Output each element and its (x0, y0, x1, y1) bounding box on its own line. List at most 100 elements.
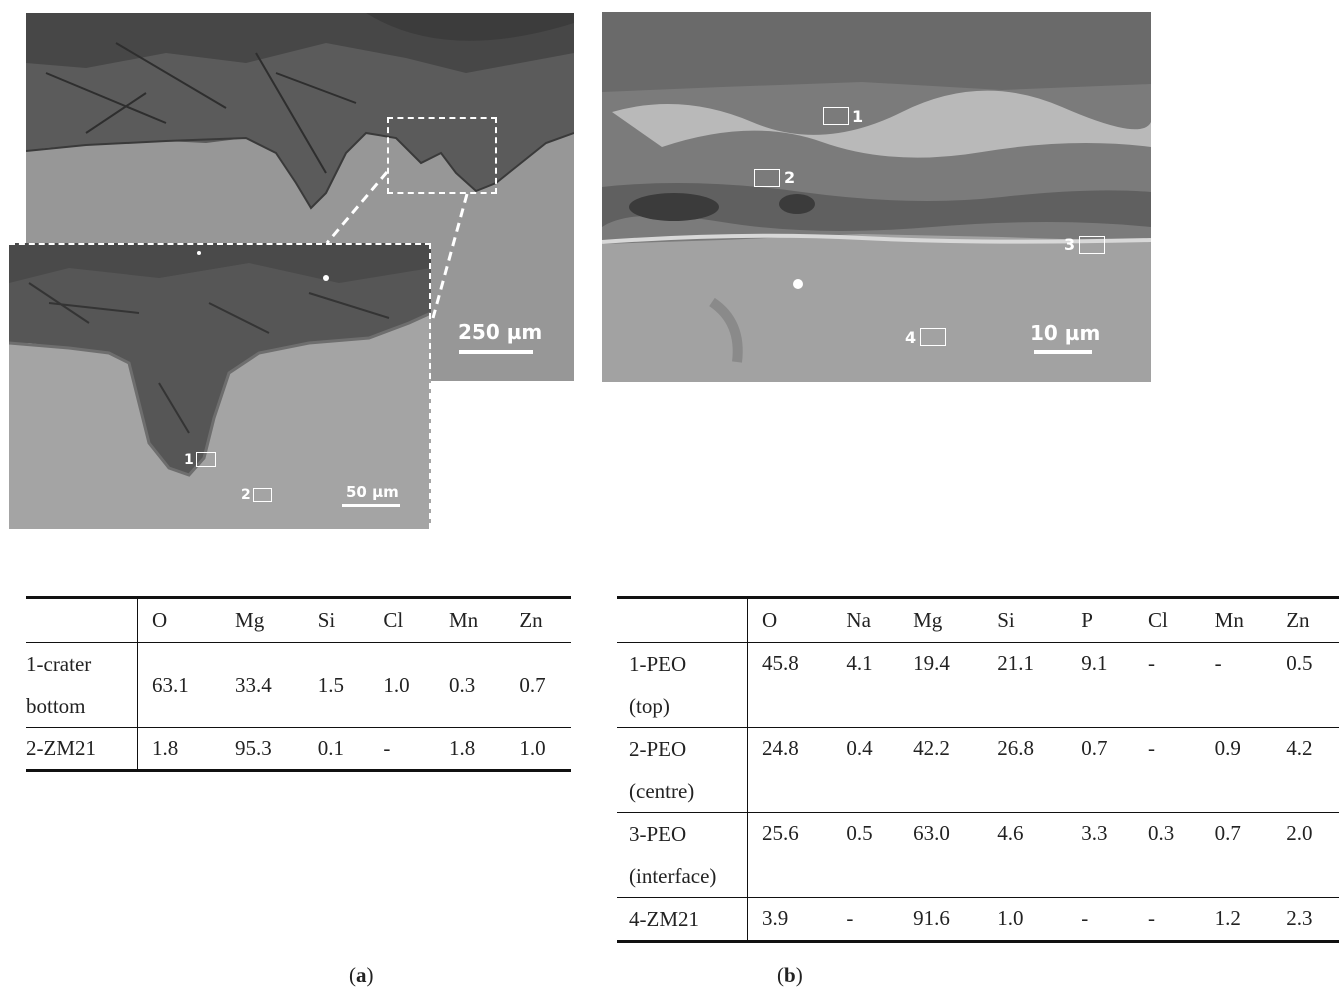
table-cell: 2.3 (1286, 906, 1313, 930)
eds-table-b: O Na Mg Si P Cl Mn Zn 1-PEO (top) 45.8 4… (617, 596, 1339, 943)
table-cell: - (1214, 651, 1222, 675)
table-cell: 25.6 (762, 821, 799, 845)
table-cell: 33.4 (235, 672, 272, 697)
table-cell: - (1147, 906, 1155, 930)
row-label-line2: (centre) (629, 779, 695, 803)
table-cell: 91.6 (913, 906, 950, 930)
table-cell: 1.0 (997, 906, 1024, 930)
table-cell: 63.1 (152, 672, 189, 697)
column-header: O (762, 608, 778, 632)
table-row: 1-crater bottom 63.1 33.4 1.5 1.0 0.3 0.… (26, 642, 571, 728)
table-cell: - (846, 906, 854, 930)
table-cell: 0.9 (1214, 736, 1241, 760)
eds-table-a: O Mg Si Cl Mn Zn 1-crater bottom 63.1 33… (26, 596, 571, 772)
column-header: Cl (1147, 608, 1168, 632)
sem-micrograph-b (602, 12, 1151, 382)
table-cell: 24.8 (762, 736, 799, 760)
table-b-corner (617, 597, 748, 643)
row-label: 1-PEO (top) (617, 642, 748, 728)
table-row: 2-PEO (centre) 24.8 0.4 42.2 26.8 0.7 - … (617, 727, 1339, 813)
table-cell: 0.3 (448, 672, 476, 697)
table-cell: - (1081, 906, 1089, 930)
caption-b: (b) (777, 963, 803, 987)
table-cell: 21.1 (997, 651, 1034, 675)
table-cell: 9.1 (1081, 651, 1108, 675)
table-cell: 1.0 (383, 672, 410, 697)
column-header: Si (317, 608, 336, 632)
table-cell: 63.0 (913, 821, 950, 845)
table-cell: 0.7 (1214, 821, 1241, 845)
table-a-header-row: O Mg Si Cl Mn Zn (26, 597, 571, 643)
table-cell: 19.4 (913, 651, 950, 675)
column-header: P (1081, 608, 1093, 632)
table-cell: 3.3 (1081, 821, 1108, 845)
row-label: 2-PEO (centre) (617, 727, 748, 813)
column-header: Mg (235, 608, 265, 632)
table-cell: 4.2 (1286, 736, 1313, 760)
table-cell: 95.3 (235, 736, 272, 760)
table-cell: 4.1 (846, 651, 873, 675)
scale-label-50: 50 µm (346, 483, 399, 501)
table-row: 1-PEO (top) 45.8 4.1 19.4 21.1 9.1 - - 0… (617, 642, 1339, 728)
spot-label-b3: 3 (1064, 235, 1076, 254)
table-cell: 1.5 (317, 672, 344, 697)
row-label-line2: (interface) (629, 864, 717, 888)
spot-box-a2 (253, 488, 272, 502)
table-cell: 0.7 (1081, 736, 1108, 760)
scale-bar-250 (459, 350, 533, 354)
column-header: Mg (913, 608, 943, 632)
row-label: 1-crater bottom (26, 642, 138, 728)
spot-box-b3 (1079, 236, 1105, 254)
column-header: O (152, 608, 168, 632)
spot-label-a1: 1 (184, 452, 194, 468)
table-row: 4-ZM21 3.9 - 91.6 1.0 - - 1.2 2.3 (617, 897, 1339, 942)
column-header: Cl (383, 608, 404, 632)
spot-label-b1: 1 (852, 107, 864, 126)
row-label-line2: (top) (629, 694, 670, 718)
column-header: Zn (519, 608, 543, 632)
table-b-header-row: O Na Mg Si P Cl Mn Zn (617, 597, 1339, 643)
column-header: Na (846, 608, 871, 632)
table-a-corner (26, 597, 138, 643)
table-cell: 45.8 (762, 651, 799, 675)
row-label-line1: 2-PEO (629, 737, 687, 761)
column-header: Mn (1214, 608, 1244, 632)
inset-border (9, 243, 431, 529)
table-row: 2-ZM21 1.8 95.3 0.1 - 1.8 1.0 (26, 727, 571, 771)
table-cell: 26.8 (997, 736, 1034, 760)
table-cell: 3.9 (762, 906, 789, 930)
column-header: Zn (1286, 608, 1310, 632)
spot-box-b1 (823, 107, 849, 125)
caption-b-letter: b (784, 963, 796, 987)
zoom-region-box (387, 117, 497, 194)
row-label-line1: 1-crater (26, 652, 92, 676)
sem-micrograph-a-inset (9, 243, 431, 529)
table-cell: 1.0 (519, 736, 546, 760)
row-label: 4-ZM21 (617, 897, 748, 942)
column-header: Si (997, 608, 1015, 632)
spot-label-b4: 4 (905, 328, 917, 347)
scale-label-10: 10 µm (1030, 321, 1101, 345)
row-label-line2: bottom (26, 694, 86, 718)
table-cell: 42.2 (913, 736, 950, 760)
row-label: 2-ZM21 (26, 727, 138, 771)
scale-bar-10 (1034, 350, 1092, 354)
spot-label-a2: 2 (241, 487, 251, 503)
table-cell: - (383, 736, 391, 760)
table-row: 3-PEO (interface) 25.6 0.5 63.0 4.6 3.3 … (617, 812, 1339, 898)
spot-box-b2 (754, 169, 780, 187)
table-cell: 1.2 (1214, 906, 1241, 930)
row-label-line1: 1-PEO (629, 652, 687, 676)
table-cell: 0.7 (519, 672, 546, 697)
table-cell: 4.6 (997, 821, 1024, 845)
spot-label-b2: 2 (784, 168, 796, 187)
table-cell: - (1147, 651, 1155, 675)
row-label-line1: 3-PEO (629, 822, 687, 846)
table-cell: 0.1 (317, 736, 344, 760)
table-cell: 0.4 (846, 736, 873, 760)
column-header: Mn (448, 608, 479, 632)
table-cell: 0.5 (1286, 651, 1313, 675)
spot-box-b4 (920, 328, 946, 346)
table-cell: 0.5 (846, 821, 873, 845)
caption-a: (a) (349, 963, 374, 987)
